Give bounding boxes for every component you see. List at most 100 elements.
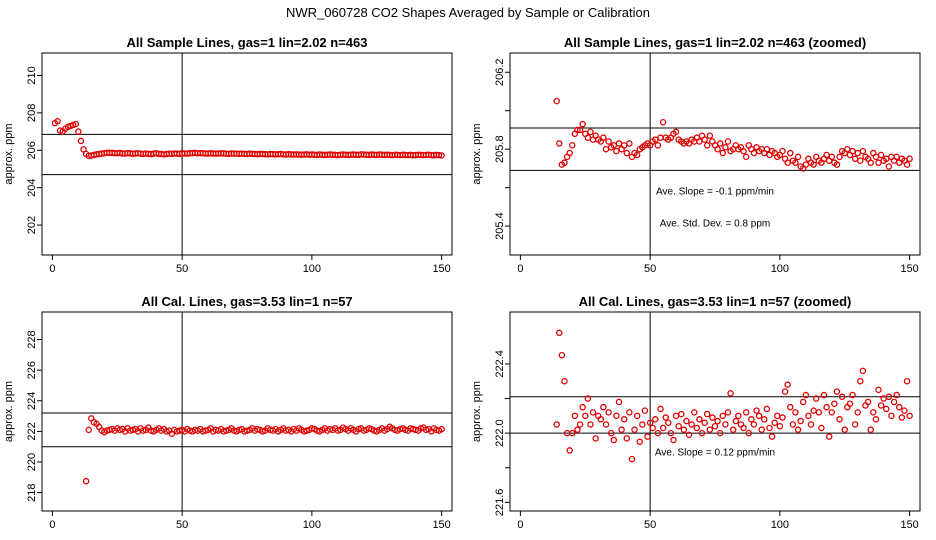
data-point	[885, 393, 893, 401]
y-axis-label: approx. ppm	[471, 123, 483, 184]
data-point	[589, 409, 597, 416]
data-point	[787, 149, 794, 157]
data-point	[877, 402, 885, 409]
data-point	[716, 140, 724, 147]
data-point	[833, 388, 841, 395]
y-tick-label: 210	[26, 66, 38, 84]
x-tick-label: 0	[517, 263, 523, 275]
data-point	[771, 419, 778, 426]
data-point	[893, 153, 900, 161]
data-point	[667, 429, 675, 437]
plot-frame	[41, 311, 453, 512]
data-point	[885, 163, 893, 170]
data-point	[566, 447, 573, 454]
data-point	[893, 391, 900, 399]
data-point	[768, 433, 776, 440]
data-point	[82, 477, 90, 485]
x-tick-label: 100	[303, 263, 321, 275]
data-point	[587, 421, 594, 428]
data-point	[561, 159, 568, 166]
y-tick-label: 205.8	[494, 135, 506, 163]
data-point	[435, 151, 443, 159]
data-point	[849, 147, 856, 155]
data-point	[792, 409, 799, 416]
y-tick-label: 206	[26, 141, 38, 159]
data-point	[727, 390, 734, 397]
x-tick-label: 0	[517, 519, 523, 531]
data-point	[675, 422, 682, 430]
data-point	[872, 416, 880, 423]
data-point	[714, 145, 721, 153]
data-point	[719, 149, 727, 157]
data-point	[711, 422, 719, 430]
data-point	[576, 126, 584, 134]
data-point	[901, 407, 908, 414]
data-point	[758, 426, 765, 433]
data-point	[763, 405, 771, 413]
data-point	[857, 157, 864, 164]
data-point	[644, 433, 651, 440]
data-point	[784, 381, 791, 388]
plot-frame	[509, 52, 921, 256]
data-point	[724, 409, 732, 416]
data-point	[735, 412, 742, 420]
data-point	[787, 403, 794, 411]
data-point	[766, 424, 773, 432]
panel-title: All Sample Lines, gas=1 lin=2.02 n=463 (…	[564, 35, 866, 50]
data-point	[903, 377, 911, 385]
data-point	[714, 417, 721, 425]
data-point	[438, 425, 445, 433]
data-point	[602, 421, 610, 428]
data-point	[888, 412, 895, 420]
data-point	[825, 433, 833, 440]
data-point	[693, 424, 701, 432]
data-point	[582, 412, 589, 420]
data-point	[636, 438, 643, 446]
data-point	[641, 407, 649, 414]
data-point	[610, 436, 618, 444]
data-point	[615, 140, 623, 147]
data-point	[849, 391, 856, 399]
y-tick-label: 206.2	[494, 58, 506, 86]
data-point	[438, 152, 445, 159]
data-point	[574, 126, 581, 134]
data-point	[898, 414, 906, 421]
data-point	[685, 431, 693, 439]
x-tick-label: 100	[303, 519, 321, 531]
x-tick-label: 100	[771, 263, 789, 275]
data-point	[620, 142, 628, 149]
y-tick-label: 224	[26, 392, 38, 410]
data-point	[820, 391, 828, 399]
data-point	[579, 120, 586, 128]
data-point	[906, 412, 913, 420]
data-point	[745, 429, 752, 437]
data-point	[812, 395, 820, 402]
data-point	[841, 426, 848, 433]
x-tick-label: 100	[771, 519, 789, 531]
x-tick-label: 50	[176, 519, 188, 531]
data-point	[657, 134, 664, 141]
data-point	[851, 155, 859, 163]
data-point	[797, 417, 804, 425]
data-point	[859, 367, 867, 375]
data-point	[776, 422, 784, 430]
y-axis-label: approx. ppm	[471, 381, 483, 442]
data-point	[877, 151, 885, 159]
data-point	[672, 128, 680, 136]
data-point	[569, 142, 576, 149]
data-point	[670, 436, 677, 444]
data-point	[846, 400, 854, 407]
plot-frame	[41, 52, 453, 256]
data-point	[823, 151, 830, 159]
data-point	[732, 417, 740, 425]
x-tick-label: 150	[900, 519, 918, 531]
panel-title: All Cal. Lines, gas=3.53 lin=1 n=57 (zoo…	[579, 294, 852, 309]
data-point	[836, 153, 843, 161]
data-point	[779, 147, 786, 155]
data-point	[851, 421, 859, 428]
data-point	[859, 147, 867, 155]
data-point	[805, 412, 812, 420]
annotation: Ave. Slope = 0.12 ppm/min	[655, 447, 775, 458]
data-point	[553, 97, 560, 105]
data-point	[602, 145, 610, 153]
